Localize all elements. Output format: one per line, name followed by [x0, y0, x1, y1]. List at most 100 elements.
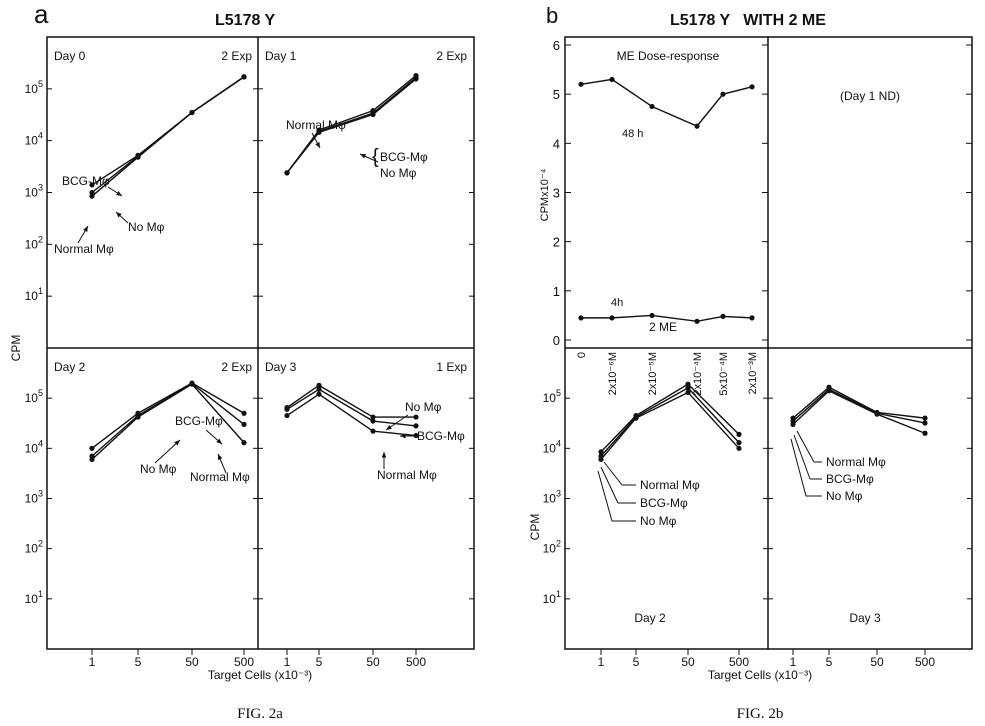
day1-label-bcg: BCG-Mφ: [380, 150, 428, 164]
day2a-arrow-no-head: [174, 440, 180, 446]
panel-b-left-xtick-label: 1: [598, 655, 605, 669]
dose-xtick-label: 5x10⁻⁴M: [718, 352, 730, 396]
panel-a-xlabel: Target Cells (x10⁻³): [208, 668, 312, 682]
dose-series-label-4h: 4h: [611, 297, 623, 309]
series-line-3-1: [286, 388, 417, 427]
panel-a-left-xtick-label: 5: [135, 655, 142, 669]
day0-arrow-bcg-head: [116, 191, 122, 196]
series-line-2-2: [91, 383, 245, 460]
day0-ytick-label: 101: [25, 286, 43, 303]
data-point-0-0: [89, 182, 95, 188]
data-point-0-2: [89, 193, 95, 199]
day3b-title: Day 3: [849, 611, 881, 625]
data-point-3-2: [284, 412, 290, 419]
day2a-title: Day 2: [54, 360, 86, 374]
data-point-2-2: [135, 414, 141, 420]
series-line-2-1: [91, 382, 245, 457]
dose-data-point: [720, 91, 726, 97]
dose-xtick-label: 0: [576, 352, 588, 358]
day0-ytick-label: 102: [25, 234, 43, 251]
dose-data-point: [749, 315, 755, 321]
day3a-label-bcg: BCG-Mφ: [417, 429, 465, 443]
data-point-2-2: [241, 440, 247, 446]
data-point-3-1: [316, 386, 322, 392]
caption-fig-2b: FIG. 2b: [737, 706, 784, 722]
data-point-3-1: [370, 418, 376, 424]
day2a-label-normal: Normal Mφ: [190, 470, 250, 484]
day2a-arrow-no: [154, 439, 181, 464]
dose-series-line-1: [581, 314, 753, 323]
day2b-ytick-label: 102: [543, 539, 561, 556]
data-point-1-2: [370, 111, 376, 118]
panel-a-frame: [46, 36, 475, 650]
data-point-2-2: [89, 456, 95, 463]
day1-arrow-bcg-no-head: [360, 154, 366, 159]
dose-ytick-label: 5: [553, 87, 560, 102]
dose-xtick-label: 2x10⁻⁶M: [607, 352, 619, 395]
day2b-leader-normal: [603, 461, 623, 486]
day1-arrow-normal-head: [315, 142, 320, 148]
day3b-leader-no: [790, 438, 807, 497]
series-line-5-0: [600, 383, 740, 453]
dose-ylabel: CPMx10⁻⁴: [539, 168, 551, 221]
data-point-5-1: [685, 385, 691, 391]
day3a-arrow-no-head: [386, 424, 392, 430]
dose-xtick-label: 2x10⁻³M: [747, 352, 759, 395]
data-point-1-2: [413, 76, 419, 82]
day2b-ytick-label: 103: [543, 489, 561, 506]
data-point-2-2: [189, 381, 195, 387]
panel-a-title: L5178 Y: [215, 12, 276, 29]
dose-note: (Day 1 ND): [840, 89, 900, 103]
day3b-leader-bcg: [793, 434, 811, 480]
dose-data-point: [694, 318, 700, 324]
day3a-note: 1 Exp: [436, 360, 467, 374]
panel-b-xlabel: Target Cells (x10⁻³): [708, 668, 812, 682]
data-point-5-2: [598, 456, 604, 463]
dose-series-line-0: [580, 78, 753, 127]
data-point-3-0: [413, 414, 419, 420]
panel-a-ylabel: CPM: [9, 335, 23, 362]
day0-note: 2 Exp: [221, 49, 252, 63]
panel-b-ylabel: CPM: [528, 514, 542, 541]
data-point-0-2: [189, 109, 195, 116]
data-point-1-2: [316, 129, 322, 135]
panel-b-left-xtick-label: 500: [729, 655, 749, 669]
day2b-ytick-label: 105: [543, 388, 561, 405]
data-point-0-1: [89, 189, 95, 196]
panel-a-right-xtick-label: 1: [284, 655, 291, 669]
data-point-5-0: [598, 449, 604, 455]
dose-ytick-label: 6: [553, 38, 560, 53]
day0-title: Day 0: [54, 49, 86, 63]
data-point-5-1: [736, 440, 742, 446]
panel-b-left-xtick-label: 5: [633, 655, 640, 669]
data-point-3-0: [316, 382, 322, 388]
data-point-5-0: [736, 431, 742, 437]
panel-a-right-xtick-label: 500: [406, 655, 426, 669]
dose-title: ME Dose-response: [617, 49, 720, 63]
data-point-5-0: [685, 381, 691, 387]
dose-xtick-label: 2x10⁻⁵M: [647, 352, 659, 395]
dose-data-point: [578, 315, 584, 321]
data-point-2-1: [241, 421, 247, 427]
panel-b-frame: [564, 36, 973, 650]
day0-arrow-normal-head: [83, 226, 88, 232]
day2b-leader-bcg: [600, 466, 619, 504]
data-point-5-2: [736, 445, 742, 451]
day3a-arrow-normal-head: [381, 452, 387, 458]
series-line-0-2: [91, 76, 245, 197]
dose-data-point: [694, 123, 700, 129]
day0-label-normal: Normal Mφ: [54, 242, 114, 256]
day0-ytick-label: 104: [25, 131, 43, 148]
day2b-label-normal: Normal Mφ: [640, 478, 700, 492]
data-point-5-2: [633, 415, 639, 421]
dose-series-label: 2 ME: [649, 320, 677, 334]
panel-b-letter: b: [546, 3, 558, 28]
dose-data-point: [720, 313, 726, 319]
panel-b-title: L5178 Y WITH 2 ME: [670, 12, 826, 29]
panel-a-left-xtick-label: 500: [234, 655, 254, 669]
day2a-ytick-label: 105: [25, 388, 43, 405]
day3a-label-no: No Mφ: [405, 400, 442, 414]
panel-b-right-xtick-label: 1: [790, 655, 797, 669]
day0-label-no: No Mφ: [128, 220, 165, 234]
day2a-arrow-normal-head: [217, 454, 223, 460]
